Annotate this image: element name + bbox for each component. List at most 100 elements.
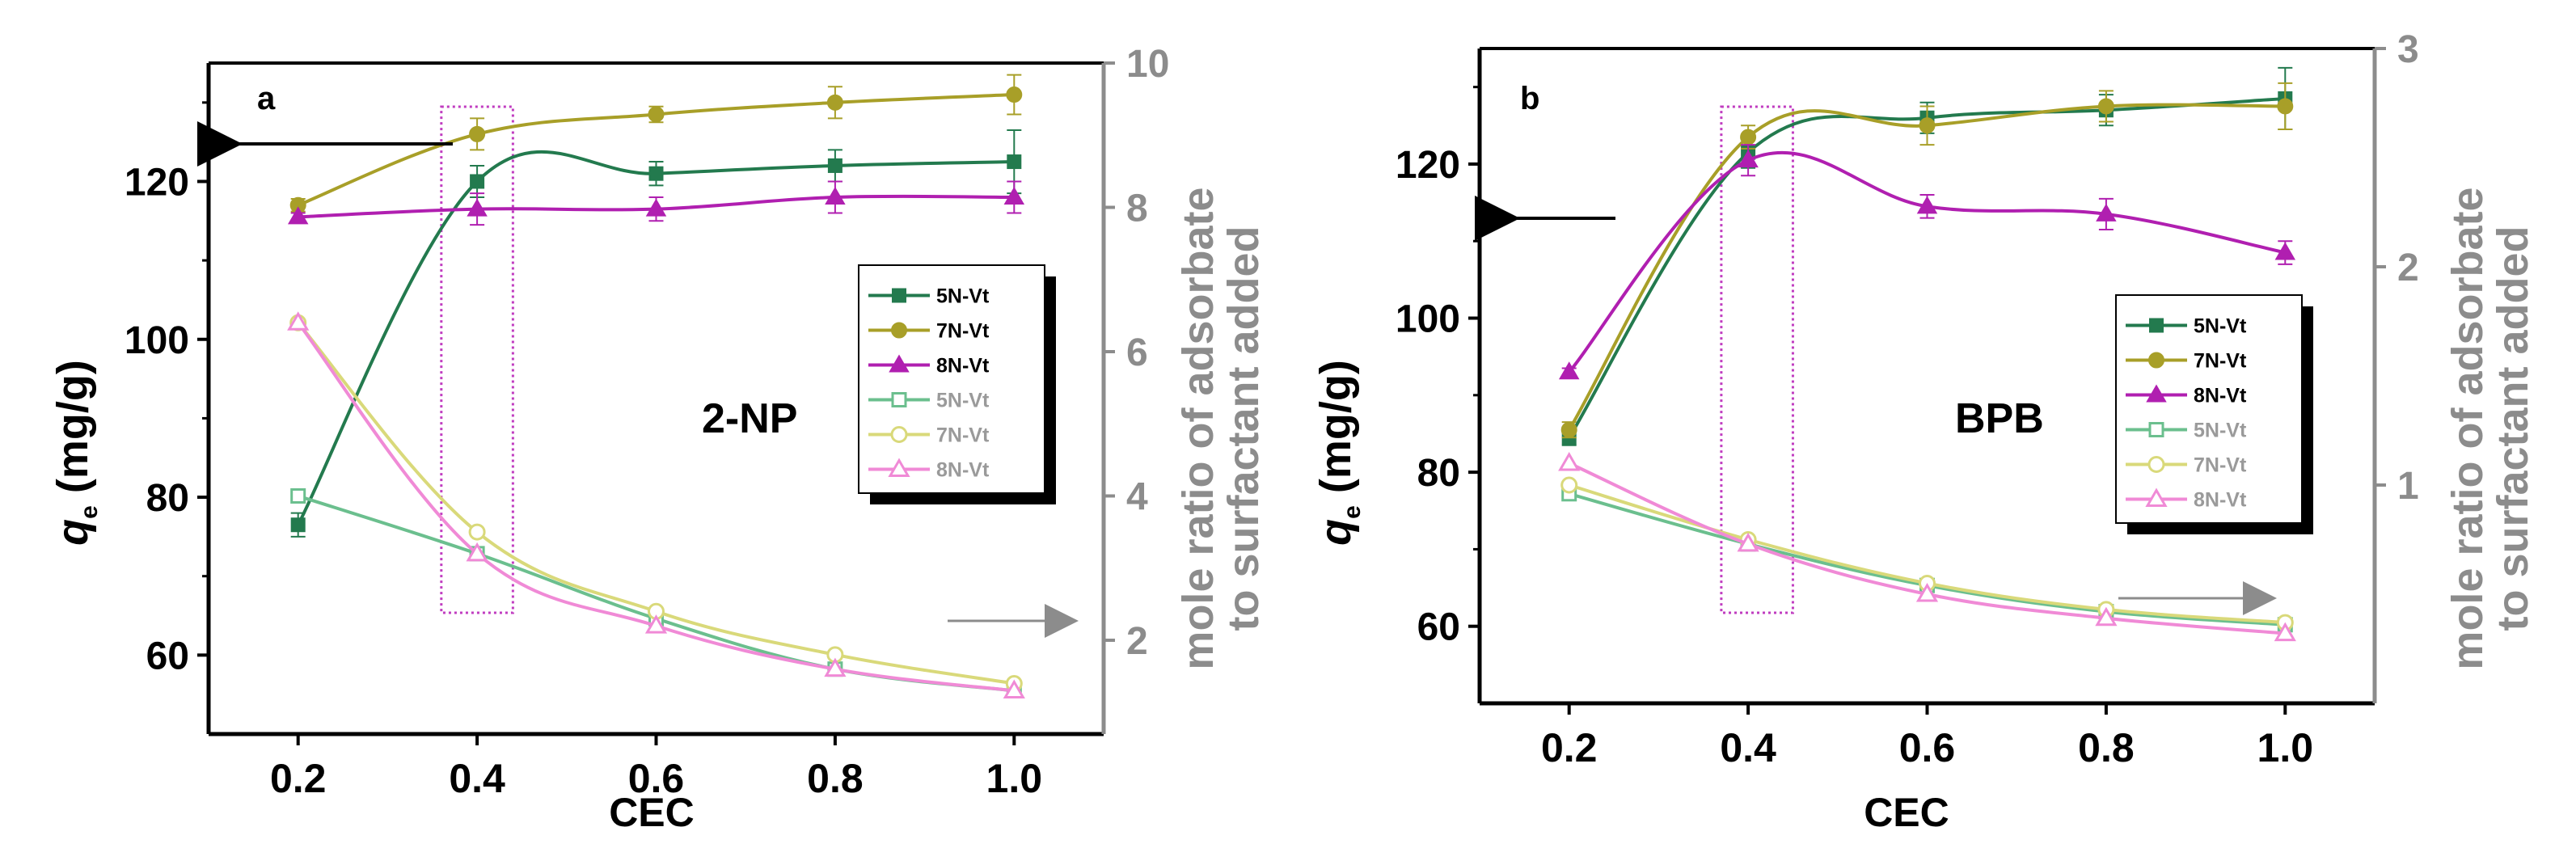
panel-a-legend-label: 8N-Vt [936, 355, 990, 378]
panel-a-marks: 0.2 0.4 0.6 0.8 1.0 60 80 100 120 2 4 6 8 10 5N-Vt 7N-V… [125, 43, 1169, 801]
panel-a-y2-tick-label: 2 [1126, 620, 1148, 663]
panel-a-legend-label: 5N-Vt [936, 390, 990, 412]
panel-a-series-line [296, 150, 1015, 526]
panel-b-series-line [1568, 150, 2286, 373]
panel-b-x-tick-label: 0.8 [2078, 725, 2135, 770]
panel-a-y2-tick-label: 8 [1126, 187, 1148, 230]
panel-a-x-tick-label: 0.4 [449, 756, 505, 801]
panel-a-x-tick-label: 0.2 [270, 756, 327, 801]
panel-b-data-point [1740, 129, 1757, 146]
panel-a-x-tick-label: 1.0 [986, 756, 1043, 801]
panel-a-highlight-box [440, 105, 514, 614]
panel-a-data-point [469, 125, 486, 142]
panel-b-data-point [2097, 98, 2114, 115]
panel-b-data-point [1738, 150, 1759, 168]
panel-a-y2-tick-label: 4 [1126, 475, 1148, 518]
panel-b-legend-marker [2147, 456, 2165, 473]
panel-a-data-point [287, 311, 310, 331]
panel-b-legend-label: 7N-Vt [2194, 454, 2247, 477]
panel-a-y2-axis-label-1: mole ratio of adsorbate [1174, 187, 1223, 669]
panel-a-legend-marker [890, 426, 908, 443]
panel-b-data-point [1560, 421, 1577, 438]
panel-b-y2-tick-label: 2 [2397, 247, 2419, 289]
panel-a-data-point [467, 198, 488, 217]
panel-a-data-point [290, 517, 306, 533]
panel-a-data-point [645, 198, 667, 217]
panel-a-label: a [257, 81, 276, 116]
panel-b-data-point [2095, 606, 2118, 627]
panel-a-y2-tick-label: 10 [1126, 43, 1169, 86]
panel-a-legend-marker [891, 392, 907, 407]
panel-b-y-tick-label: 100 [1396, 298, 1460, 341]
panel-b-y2-axis-label-2: to surfactant added [2489, 226, 2537, 631]
panel-a-data-point [290, 487, 306, 504]
panel-b-data-point [2274, 622, 2296, 642]
panel-a-y-label-sub: e [76, 505, 103, 519]
panel-b-x-tick-label: 0.2 [1541, 725, 1598, 770]
panel-a-data-point [1003, 187, 1025, 205]
panel-b-y-label-unit: (mg/g) [1311, 360, 1360, 505]
panel-b-series-line [1568, 96, 2286, 439]
panel-b-y-tick-label: 80 [1417, 452, 1460, 495]
panel-b-highlight-box [1720, 105, 1794, 614]
panel-b-legend-label: 8N-Vt [2194, 385, 2247, 407]
panel-a-y-tick-label: 60 [146, 635, 189, 677]
panel-b-data-point [2277, 98, 2294, 115]
panel-b-y2-tick-label: 3 [2397, 28, 2419, 71]
panel-a-annotation: 2-NP [702, 395, 797, 442]
panel-a-legend-box [858, 264, 1045, 494]
panel-b-legend-label: 5N-Vt [2194, 420, 2247, 442]
panel-a-legend-label: 7N-Vt [936, 320, 990, 343]
panel-b-y2-axis-label-1: mole ratio of adsorbate [2443, 187, 2492, 669]
panel-a-data-point [466, 542, 488, 562]
panel-a-y2-tick-label: 6 [1126, 331, 1148, 374]
panel-a-legend-marker [889, 354, 910, 373]
panel-a-data-point [824, 657, 847, 677]
panel-a-y2-axis-label-2: to surfactant added [1219, 226, 1268, 631]
panel-b-data-point [1558, 452, 1581, 471]
panel-b-data-point [1916, 196, 1938, 214]
panel-b-marks: 0.2 0.4 0.6 0.8 1.0 60 80 100 120 1 2 3 5N-Vt 7N-Vt 8N… [1396, 28, 2419, 770]
panel-a-data-point [827, 158, 842, 173]
panel-b-legend-box [2115, 294, 2303, 524]
panel-b-y-tick-label: 120 [1396, 144, 1460, 187]
panel-a-series-line [298, 494, 1015, 693]
panel-b-y-label-sub: e [1339, 505, 1366, 519]
panel-a-x-tick-label: 0.6 [628, 756, 685, 801]
panel-a-data-point [470, 174, 485, 189]
panel-b-annotation: BPB [1955, 395, 2044, 442]
panel-b-data-point [1737, 532, 1759, 552]
panel-a-x-tick-label: 0.8 [807, 756, 864, 801]
panel-b-data-point [1560, 476, 1578, 494]
panel-a-y-label-q: q [49, 519, 97, 546]
panel-a-legend-marker [888, 458, 910, 477]
panel-a-legend-marker [892, 288, 906, 303]
panel-a-series-line [297, 322, 1015, 693]
panel-a-data-point [648, 106, 665, 123]
panel-b-data-point [2096, 203, 2117, 222]
panel-a-legend-label: 7N-Vt [936, 424, 990, 447]
panel-a-x-axis-label: CEC [609, 790, 695, 835]
panel-a-y-axis-label: qe (mg/g) [49, 360, 103, 546]
panel-b-x-axis-label: CEC [1864, 790, 1949, 835]
panel-a-data-point [825, 187, 846, 205]
panel-a-data-point [826, 94, 843, 111]
panel-b-legend-marker [2146, 384, 2167, 403]
panel-b-x-tick-label: 0.6 [1899, 725, 1956, 770]
panel-a-data-point [287, 206, 309, 225]
panel-a-y-tick-label: 100 [125, 319, 189, 362]
panel-b-series-line [1567, 103, 2286, 431]
panel-b-x-tick-label: 1.0 [2257, 725, 2314, 770]
panel-b-y-tick-label: 60 [1417, 606, 1460, 649]
panel-a: 0.2 0.4 0.6 0.8 1.0 60 80 100 120 2 4 6 8 10 5N-Vt 7N-V… [49, 43, 1268, 835]
panel-a-y-tick-label: 120 [125, 161, 189, 204]
panel-b-legend-label: 8N-Vt [2194, 489, 2247, 512]
panel-a-y-label-unit: (mg/g) [49, 360, 97, 505]
panel-a-data-point [644, 614, 668, 634]
panel-b-y-axis-label: qe (mg/g) [1311, 360, 1366, 546]
panel-b: 0.2 0.4 0.6 0.8 1.0 60 80 100 120 1 2 3 5N-Vt 7N-Vt 8N… [1311, 28, 2537, 835]
panel-a-y-tick-label: 80 [146, 477, 189, 520]
panel-a-data-point [1007, 154, 1022, 170]
panel-b-x-tick-label: 0.4 [1720, 725, 1776, 770]
